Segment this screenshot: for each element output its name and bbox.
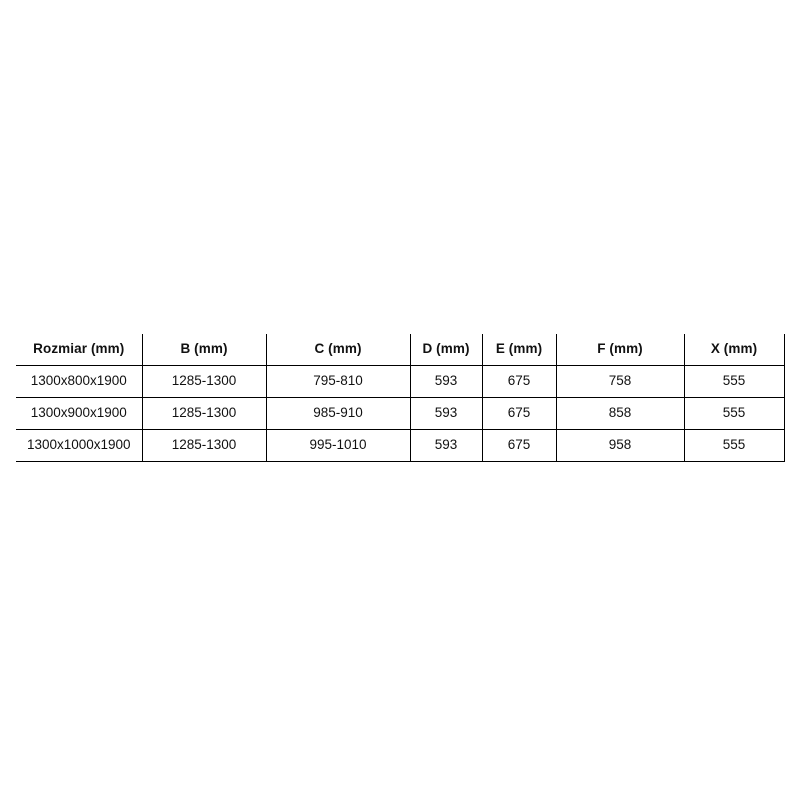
- cell-f: 758: [556, 365, 685, 398]
- cell-c: 995-1010: [266, 429, 411, 462]
- cell-c: 985-910: [266, 397, 411, 430]
- cell-x: 555: [684, 365, 785, 398]
- cell-e: 675: [482, 365, 557, 398]
- cell-b: 1285-1300: [142, 429, 267, 462]
- cell-d: 593: [410, 397, 483, 430]
- cell-e: 675: [482, 429, 557, 462]
- cell-x: 555: [684, 397, 785, 430]
- table-row: 1300x900x1900 1285-1300 985-910 593 675 …: [16, 397, 785, 430]
- cell-rozmiar: 1300x800x1900: [16, 365, 143, 398]
- cell-c: 795-810: [266, 365, 411, 398]
- column-header-f: F (mm): [556, 334, 685, 366]
- column-header-b: B (mm): [142, 334, 267, 366]
- cell-b: 1285-1300: [142, 397, 267, 430]
- cell-f: 858: [556, 397, 685, 430]
- table-header: Rozmiar (mm) B (mm) C (mm) D (mm) E (mm)…: [16, 334, 785, 366]
- cell-f: 958: [556, 429, 685, 462]
- cell-e: 675: [482, 397, 557, 430]
- table-body: 1300x800x1900 1285-1300 795-810 593 675 …: [16, 365, 785, 462]
- cell-x: 555: [684, 429, 785, 462]
- cell-d: 593: [410, 365, 483, 398]
- column-header-c: C (mm): [266, 334, 411, 366]
- table-row: 1300x800x1900 1285-1300 795-810 593 675 …: [16, 365, 785, 398]
- table-header-row: Rozmiar (mm) B (mm) C (mm) D (mm) E (mm)…: [16, 334, 785, 366]
- column-header-d: D (mm): [410, 334, 483, 366]
- column-header-rozmiar: Rozmiar (mm): [16, 334, 143, 366]
- column-header-x: X (mm): [684, 334, 785, 366]
- cell-b: 1285-1300: [142, 365, 267, 398]
- cell-rozmiar: 1300x1000x1900: [16, 429, 143, 462]
- column-header-e: E (mm): [482, 334, 557, 366]
- dimensions-spec-sheet: Rozmiar (mm) B (mm) C (mm) D (mm) E (mm)…: [16, 334, 785, 462]
- table-row: 1300x1000x1900 1285-1300 995-1010 593 67…: [16, 429, 785, 462]
- cell-rozmiar: 1300x900x1900: [16, 397, 143, 430]
- shower-enclosure-dimensions-table: Rozmiar (mm) B (mm) C (mm) D (mm) E (mm)…: [16, 334, 785, 462]
- cell-d: 593: [410, 429, 483, 462]
